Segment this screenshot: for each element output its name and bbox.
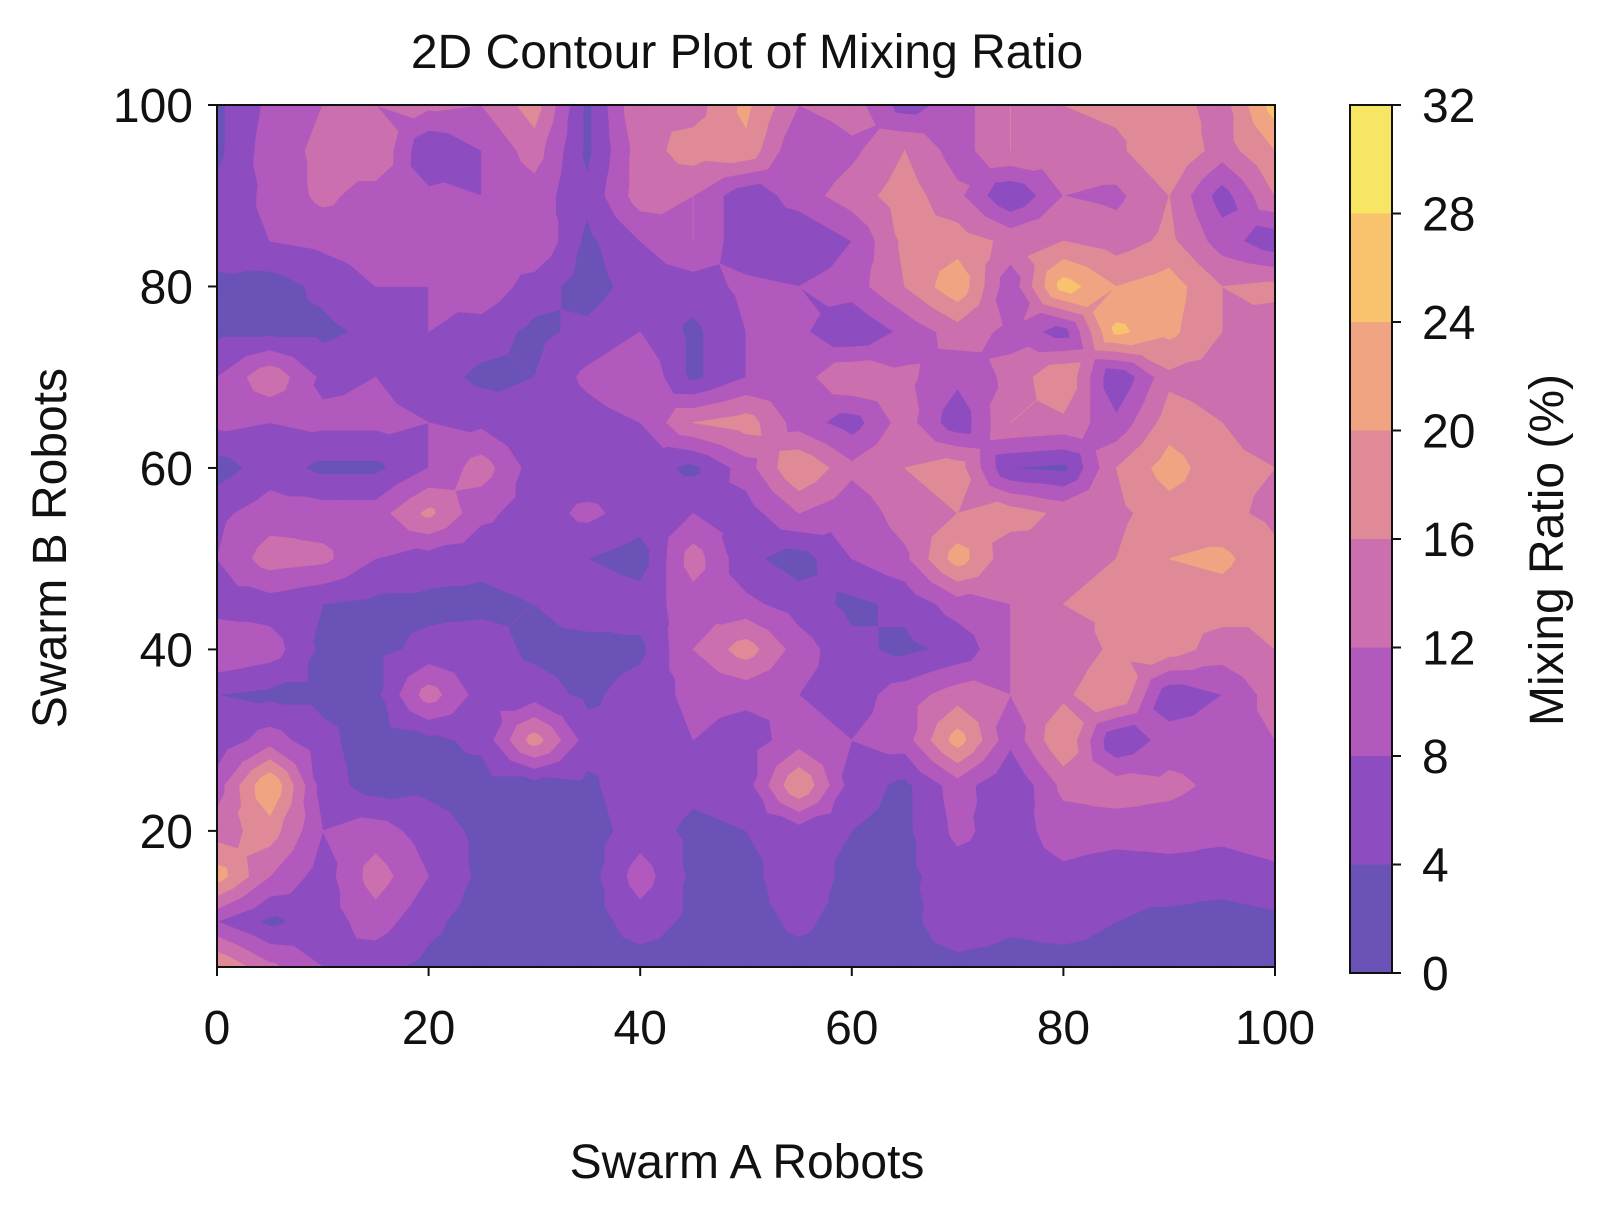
plot-frame <box>216 104 1276 968</box>
colorbar-tick-label: 32 <box>1422 80 1475 133</box>
colorbar-swatch-0 <box>1350 864 1392 973</box>
contour-band-6 <box>1056 105 1275 335</box>
plot-area <box>217 105 1275 967</box>
y-axis-label: Swarm B Robots <box>24 368 77 728</box>
colorbar-tick-label: 16 <box>1422 514 1475 567</box>
colorbar-swatch-3 <box>1350 539 1392 648</box>
x-tick-label: 100 <box>1235 1002 1315 1055</box>
colorbar-swatch-1 <box>1350 756 1392 865</box>
x-tick-label: 0 <box>204 1002 231 1055</box>
colorbar-swatch-2 <box>1350 647 1392 756</box>
colorbar: 0 4 8 12 16 20 24 28 32 <box>1349 80 1475 1001</box>
x-tick-label: 60 <box>825 1002 878 1055</box>
x-tick-label: 80 <box>1037 1002 1090 1055</box>
colorbar-tick-label: 20 <box>1422 406 1475 459</box>
x-axis-label: Swarm A Robots <box>570 1136 925 1189</box>
colorbar-swatch-5 <box>1350 322 1392 431</box>
y-tick-label: 80 <box>140 261 193 314</box>
x-tick-label: 20 <box>402 1002 455 1055</box>
y-axis: 20 40 60 80 100 <box>113 80 217 859</box>
chart-title: 2D Contour Plot of Mixing Ratio <box>411 26 1083 79</box>
colorbar-swatch-4 <box>1350 430 1392 539</box>
colorbar-tick-label: 4 <box>1422 840 1449 893</box>
x-tick-label: 40 <box>614 1002 667 1055</box>
colorbar-tick-label: 24 <box>1422 297 1475 350</box>
colorbar-swatch-6 <box>1350 213 1392 322</box>
colorbar-tick-label: 0 <box>1422 948 1449 1001</box>
y-tick-label: 60 <box>140 443 193 496</box>
colorbar-label: Mixing Ratio (%) <box>1521 374 1574 726</box>
colorbar-tick-label: 28 <box>1422 189 1475 242</box>
y-tick-label: 100 <box>113 80 193 133</box>
y-tick-label: 20 <box>140 806 193 859</box>
colorbar-tick-label: 12 <box>1422 623 1475 676</box>
colorbar-tick-label: 8 <box>1422 731 1449 784</box>
y-tick-label: 40 <box>140 624 193 677</box>
contour-band-3 <box>217 105 1275 967</box>
x-axis: 0 20 40 60 80 100 <box>204 967 1315 1055</box>
colorbar-swatch-7 <box>1350 105 1392 214</box>
